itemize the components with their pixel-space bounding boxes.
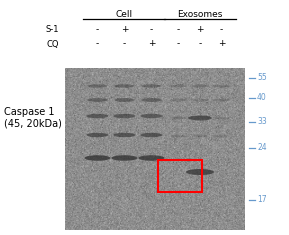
- Ellipse shape: [213, 99, 231, 101]
- Ellipse shape: [113, 114, 136, 118]
- Ellipse shape: [169, 85, 187, 87]
- Text: -: -: [177, 26, 180, 35]
- Ellipse shape: [111, 155, 137, 161]
- Text: -: -: [150, 26, 153, 35]
- Ellipse shape: [214, 135, 229, 137]
- Ellipse shape: [171, 135, 186, 137]
- Ellipse shape: [140, 114, 162, 118]
- Text: +: +: [148, 39, 155, 48]
- Ellipse shape: [141, 84, 161, 88]
- Ellipse shape: [113, 133, 136, 137]
- Text: 33: 33: [257, 118, 267, 126]
- Text: -: -: [220, 26, 223, 35]
- Text: 40: 40: [257, 94, 267, 102]
- Bar: [65, 68, 245, 230]
- Ellipse shape: [84, 155, 110, 161]
- Text: 17: 17: [257, 196, 267, 204]
- Text: +: +: [196, 26, 204, 35]
- Text: -: -: [96, 26, 99, 35]
- Text: Exosomes: Exosomes: [177, 10, 223, 19]
- Text: +: +: [121, 26, 128, 35]
- Text: CQ: CQ: [47, 39, 59, 48]
- Text: 24: 24: [257, 144, 267, 153]
- Ellipse shape: [140, 133, 162, 137]
- Ellipse shape: [114, 84, 134, 88]
- Text: -: -: [123, 39, 126, 48]
- Ellipse shape: [141, 98, 161, 102]
- Text: 55: 55: [257, 74, 267, 82]
- Ellipse shape: [214, 117, 229, 119]
- Ellipse shape: [171, 117, 186, 119]
- Ellipse shape: [186, 169, 214, 175]
- Ellipse shape: [191, 99, 209, 101]
- Ellipse shape: [188, 116, 212, 121]
- Ellipse shape: [86, 133, 108, 137]
- Text: +: +: [218, 39, 225, 48]
- Ellipse shape: [114, 98, 134, 102]
- Text: Caspase 1
(45, 20kDa): Caspase 1 (45, 20kDa): [4, 107, 62, 129]
- Ellipse shape: [192, 135, 208, 137]
- Text: -: -: [198, 39, 202, 48]
- Text: -: -: [96, 39, 99, 48]
- Bar: [158, 160, 202, 192]
- Text: S-1: S-1: [45, 26, 59, 35]
- Ellipse shape: [191, 85, 209, 87]
- Ellipse shape: [169, 99, 187, 101]
- Ellipse shape: [213, 85, 231, 87]
- Ellipse shape: [87, 98, 108, 102]
- Ellipse shape: [87, 84, 108, 88]
- Text: Cell: Cell: [116, 10, 133, 19]
- Text: -: -: [177, 39, 180, 48]
- Ellipse shape: [138, 155, 164, 161]
- Ellipse shape: [86, 114, 108, 118]
